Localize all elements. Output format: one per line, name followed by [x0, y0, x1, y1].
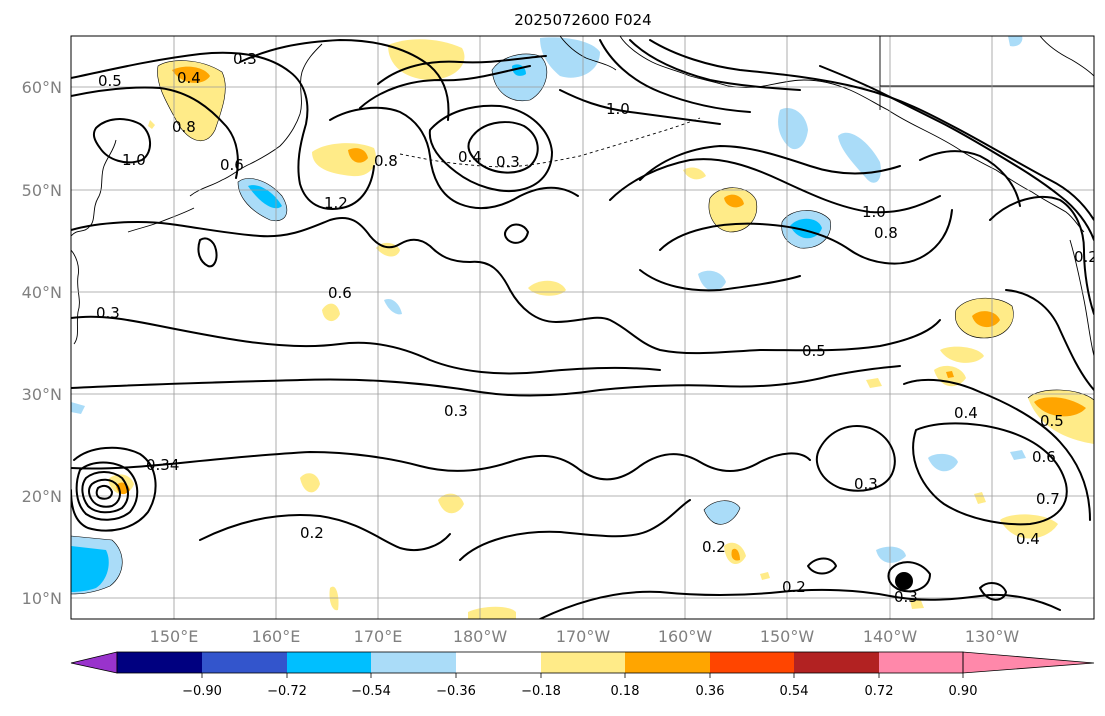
colorbar-tick-label: 0.18	[611, 684, 640, 699]
colorbar-segment	[879, 652, 963, 673]
colorbar-segment	[541, 652, 625, 673]
colorbar-tick-label: 0.90	[949, 684, 978, 699]
shaded-anomalies	[71, 36, 1094, 619]
lon-label: 170°W	[556, 627, 611, 646]
contour-label: 0.2	[702, 538, 726, 556]
contour-label: 0.6	[328, 284, 352, 302]
contour-label: 0.2	[782, 578, 806, 596]
contour-label: 0.5	[802, 342, 826, 360]
colorbar-segment	[710, 652, 794, 673]
lon-label: 140°W	[863, 627, 918, 646]
map-area: 0.3 0.5 0.4 0.8 1.0 0.6 1.2 0.4 0.3 1.0 …	[71, 36, 1098, 619]
lat-label: 20°N	[22, 487, 62, 506]
contour-label: 0.8	[172, 118, 196, 136]
lat-label: 30°N	[22, 385, 62, 404]
lon-label: 180°W	[453, 627, 508, 646]
contour-label: 0.3	[96, 304, 120, 322]
contour-label: 1.0	[862, 203, 886, 221]
contour-label: 0.5	[1040, 412, 1064, 430]
colorbar-segment	[371, 652, 456, 673]
colorbar-tick-label: 0.72	[865, 684, 894, 699]
colorbar-segment	[287, 652, 371, 673]
colorbar-tick-label: −0.90	[182, 684, 222, 699]
contour-label: 1.2	[324, 194, 348, 212]
map-frame	[70, 35, 1095, 620]
contour-label: 1.0	[606, 100, 630, 118]
contour-label: 0.3	[894, 588, 918, 606]
colorbar-extend-high	[962, 651, 1095, 674]
colorbar-extend-low	[70, 651, 118, 674]
lon-label: 130°W	[965, 627, 1020, 646]
contour-label: 0.4	[1016, 530, 1040, 548]
contour-label: 0.3	[444, 402, 468, 420]
colorbar-segment	[794, 652, 879, 673]
colorbar-segment	[117, 652, 202, 673]
lon-label: 150°E	[150, 627, 199, 646]
longitude-labels: 150°E 160°E 170°E 180°W 170°W 160°W 150°…	[150, 627, 1020, 646]
contour-label: 0.3	[233, 50, 257, 68]
figure-title: 2025072600 F024	[514, 11, 651, 29]
colorbar-tick-label: −0.36	[436, 684, 476, 699]
colorbar-segment	[625, 652, 710, 673]
contour-label: 0.4	[954, 404, 978, 422]
contour-label: 1.0	[122, 151, 146, 169]
contour-label: 0.4	[458, 148, 482, 166]
colorbar-tick-label: −0.72	[267, 684, 307, 699]
lon-label: 170°E	[354, 627, 403, 646]
colorbar-segment	[202, 652, 287, 673]
contour-label: 0.3	[854, 475, 878, 493]
lon-label: 160°W	[658, 627, 713, 646]
colorbar: −0.90 −0.72 −0.54 −0.36 −0.18 0.18 0.36 …	[70, 651, 1095, 699]
contour-label: 0.34	[146, 456, 179, 474]
contour-label: 0.8	[874, 224, 898, 242]
contour-label: 0.2	[300, 524, 324, 542]
lon-label: 160°E	[252, 627, 301, 646]
colorbar-segment	[456, 652, 541, 673]
contour-label: 0.3	[496, 153, 520, 171]
contour-label: 0.4	[177, 69, 201, 87]
contour-label: 0.6	[220, 156, 244, 174]
contour-label-group: 0.3 0.5 0.4 0.8 1.0 0.6 1.2 0.4 0.3 1.0 …	[96, 50, 1098, 606]
colorbar-tick-label: −0.18	[521, 684, 561, 699]
colorbar-tick-label: 0.54	[780, 684, 809, 699]
contour-label: 0.2	[1074, 248, 1098, 266]
lat-label: 60°N	[22, 78, 62, 97]
lat-label: 10°N	[22, 589, 62, 608]
lat-label: 50°N	[22, 181, 62, 200]
contour-label: 0.8	[374, 152, 398, 170]
contour-label: 0.7	[1036, 490, 1060, 508]
contour-label: 0.6	[1032, 448, 1056, 466]
latitude-labels: 60°N 50°N 40°N 30°N 20°N 10°N	[22, 78, 62, 608]
contour-label: 0.5	[98, 72, 122, 90]
lat-label: 40°N	[22, 283, 62, 302]
lon-label: 150°W	[760, 627, 815, 646]
contour-lines	[71, 39, 1094, 619]
colorbar-tick-label: 0.36	[696, 684, 725, 699]
colorbar-tick-label: −0.54	[351, 684, 391, 699]
station-marker	[895, 572, 913, 590]
